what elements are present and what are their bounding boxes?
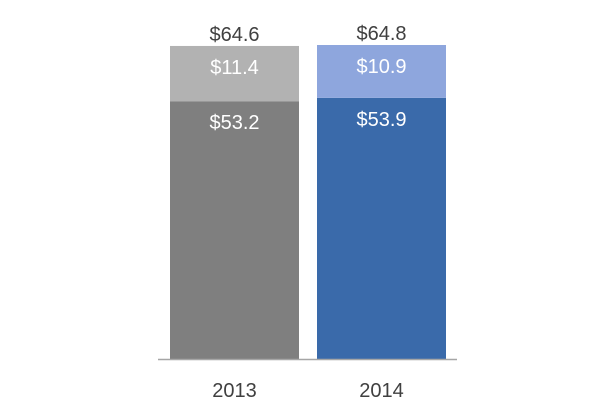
total-label-2014: $64.8 [356, 23, 406, 45]
segment-label-2014-2: $10.9 [356, 56, 406, 78]
segment-label-2014-1: $53.9 [356, 109, 406, 131]
bar-segment-2013-2 [170, 45, 299, 102]
bar-segment-2014-1 [317, 97, 446, 359]
total-label-2013: $64.6 [209, 24, 259, 46]
segment-label-2013-2: $11.4 [210, 57, 259, 79]
x-tick-label-2013: 2013 [212, 380, 257, 400]
bars-group [170, 45, 446, 360]
x-tick-label-2014: 2014 [359, 380, 404, 400]
bar-segment-2013-1 [170, 101, 299, 360]
segment-label-2013-1: $53.2 [209, 112, 259, 134]
bar-segment-2014-2 [317, 45, 446, 98]
labels-group: $53.2 $11.4 $64.6 $53.9 $10.9 $64.8 [209, 23, 406, 134]
x-tick-labels: 2013 2014 [212, 380, 404, 402]
